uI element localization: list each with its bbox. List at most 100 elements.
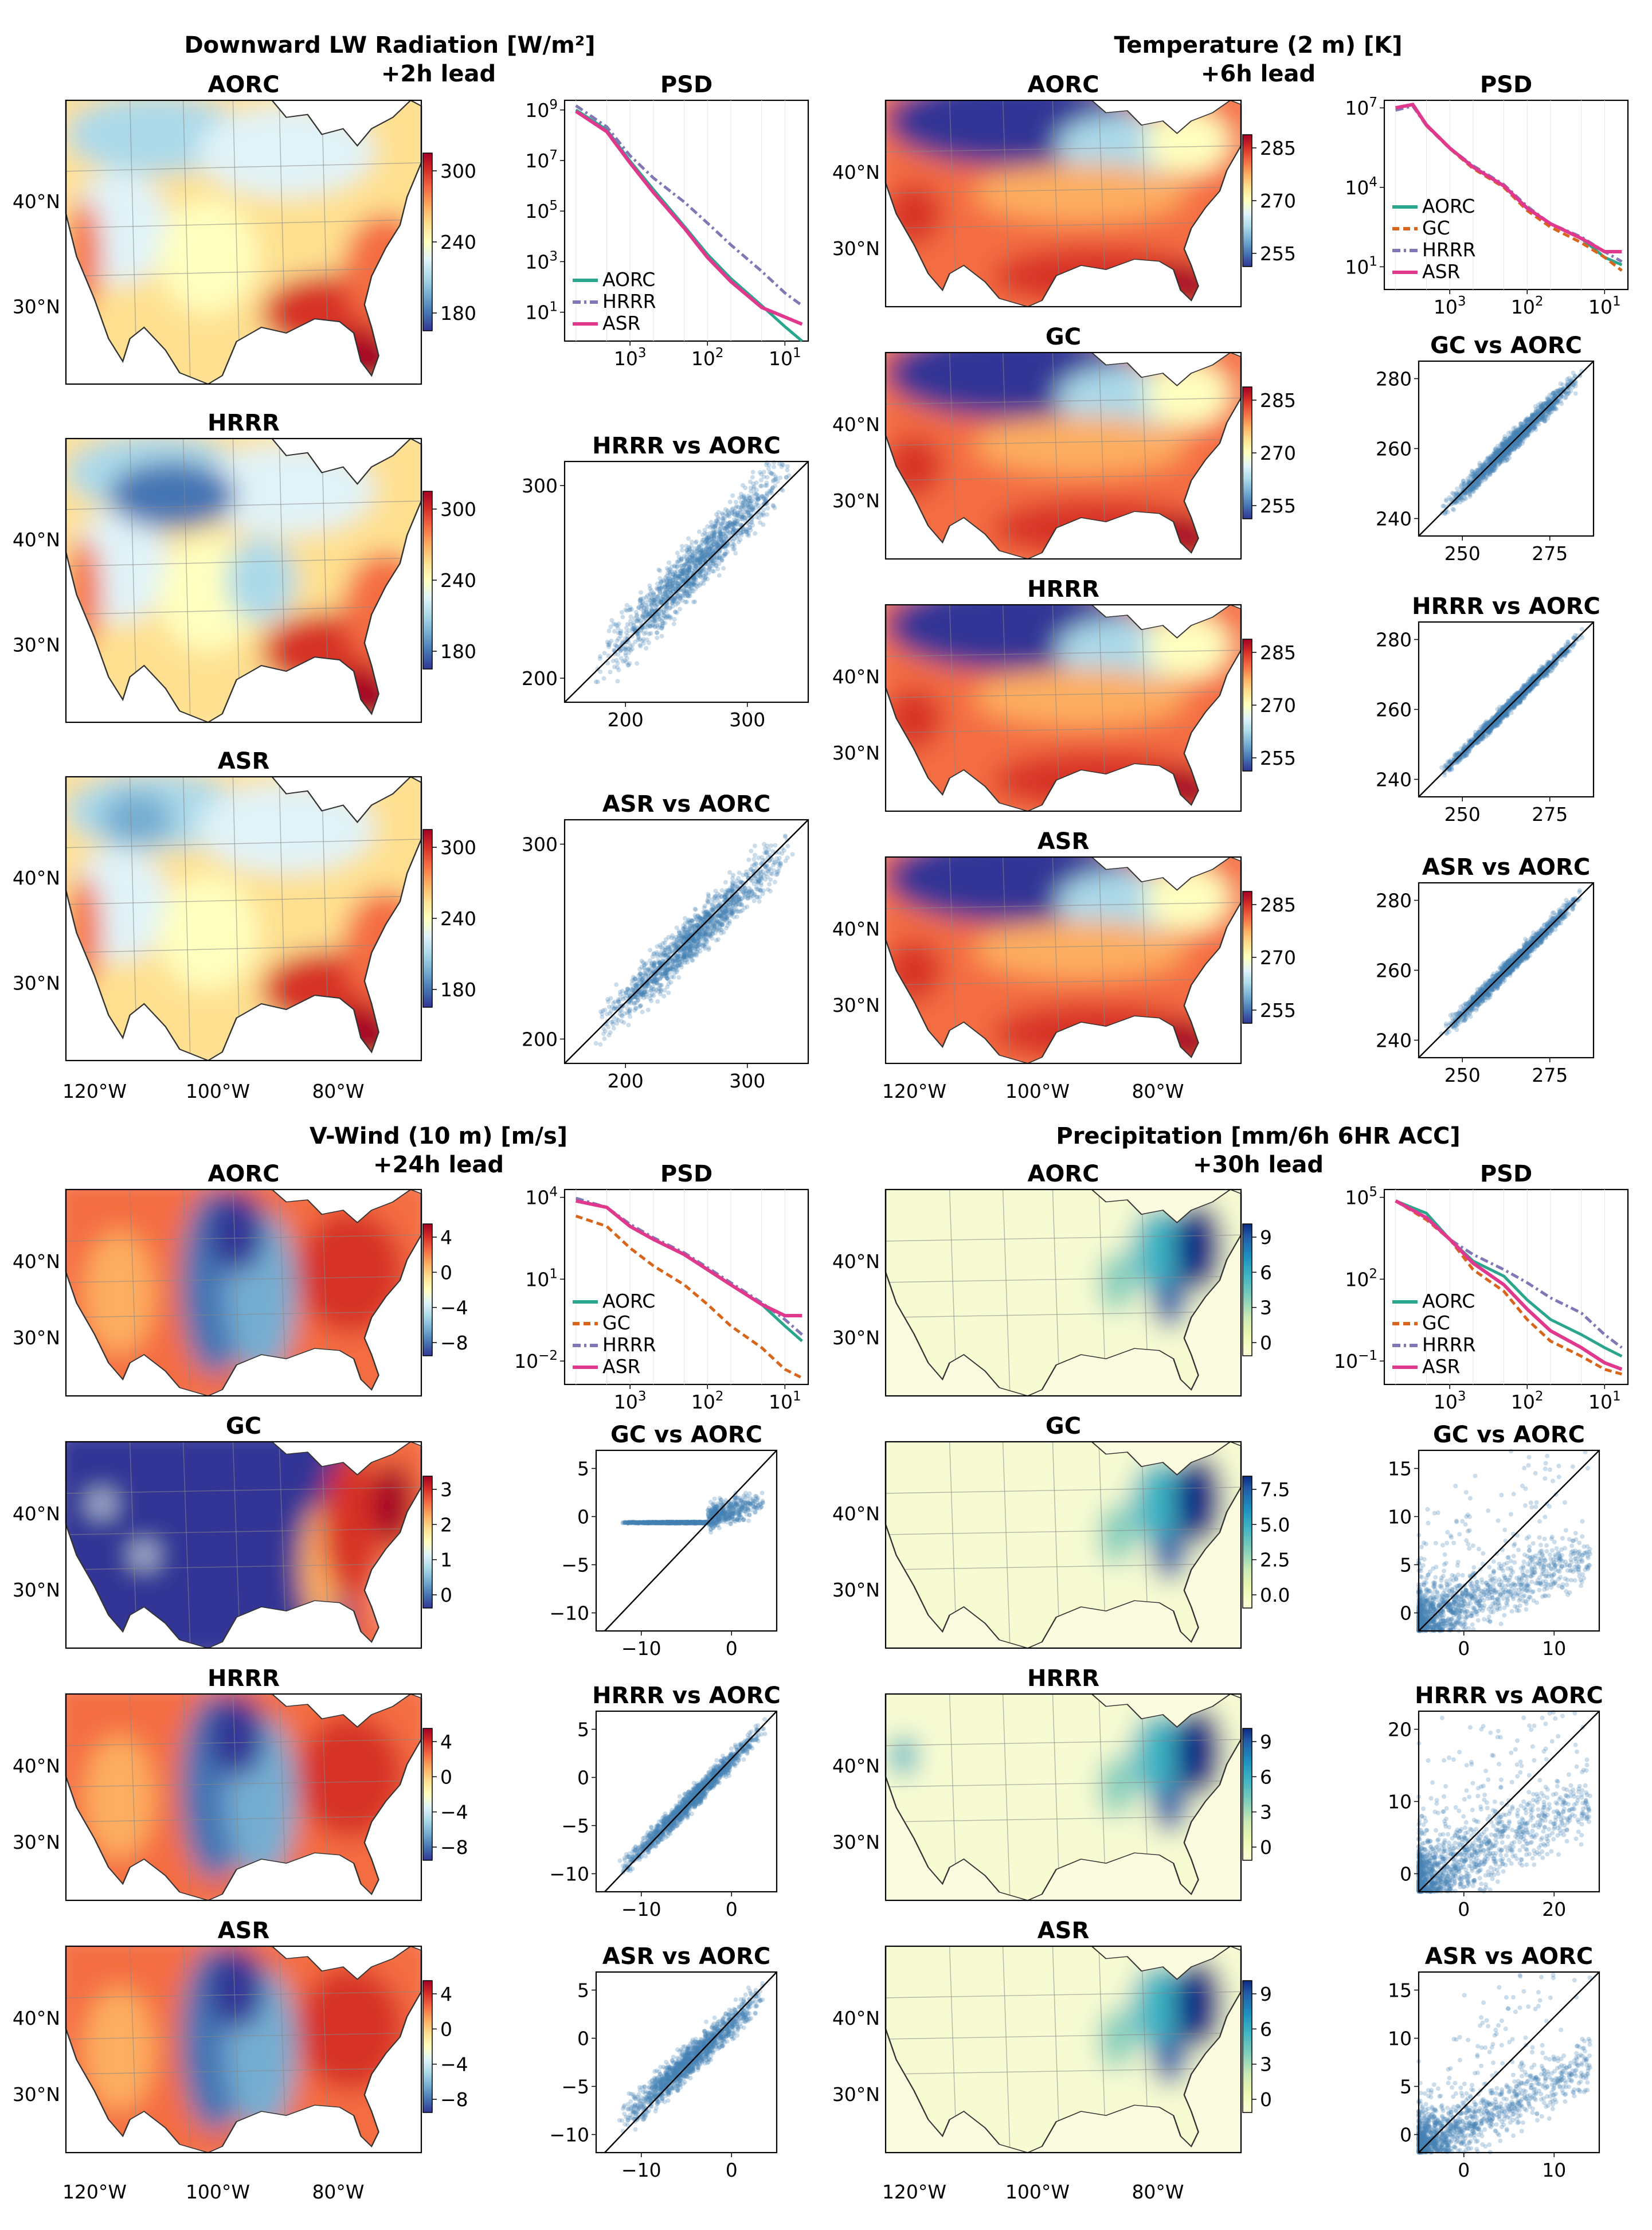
y-tick-label: −5: [561, 1554, 589, 1576]
map-title: HRRR: [208, 1665, 280, 1692]
colorbar-label: 9: [1260, 1983, 1272, 2005]
scatter-points: [617, 1717, 768, 1875]
map-gc: GC 40°N 30°N: [832, 324, 1242, 560]
scatter-title: GC vs AORC: [1430, 332, 1582, 359]
colorbar-label: −8: [440, 1836, 468, 1859]
coastline: [65, 776, 422, 1062]
y-tick-label: 0: [1400, 1602, 1412, 1625]
panel-downward-lw: Downward LW Radiation [W/m²]+2h leadAORC…: [13, 32, 809, 1102]
y-tick-label: 101: [1345, 254, 1377, 278]
y-tick-label: 5: [1400, 1554, 1412, 1576]
legend-label: GC: [602, 1312, 631, 1334]
lon-label: 100°W: [1005, 2181, 1070, 2203]
lat-label: 40°N: [832, 1250, 880, 1273]
map-aorc: AORC 40°N 30°N: [13, 1161, 422, 1397]
lon-label: 100°W: [1005, 1080, 1070, 1102]
y-tick-label: 10−2: [514, 1348, 558, 1372]
map-hrrr: HRRR 40°N 30°N: [13, 410, 422, 723]
colorbar-label: 4: [440, 1226, 452, 1249]
coastline: [884, 1946, 1242, 2153]
x-tick-label: 0: [726, 1637, 738, 1660]
scatter-frame: [595, 1449, 778, 1632]
identity-line: [1418, 1450, 1600, 1632]
x-tick-label: 101: [1588, 1389, 1621, 1413]
coastline: [65, 99, 422, 385]
y-tick-label: 5: [577, 1719, 589, 1741]
colorbar-label: 300: [440, 498, 476, 521]
map-title: AORC: [208, 1161, 279, 1187]
map-hrrr: HRRR 40°N 30°N: [832, 1665, 1242, 1902]
colorbar-label: 3: [1260, 1801, 1272, 1824]
lat-label: 40°N: [13, 1755, 60, 1777]
y-tick-label: 300: [522, 475, 558, 497]
colorbar-ramp: [422, 491, 433, 670]
x-tick-label: 102: [1511, 1389, 1544, 1413]
x-tick-label: 0: [726, 1898, 738, 1920]
coastline: [884, 1693, 1242, 1901]
scatter-title: HRRR vs AORC: [1412, 593, 1600, 620]
legend-label: ASR: [1422, 260, 1460, 283]
coastline: [65, 1693, 422, 1901]
map-field: [66, 1946, 421, 2153]
colorbar-label: 255: [1260, 999, 1296, 1022]
y-tick-label: −5: [561, 2076, 589, 2098]
x-tick-label: −10: [621, 1898, 661, 1920]
y-tick-label: 103: [525, 249, 558, 273]
y-tick-label: 10: [1388, 1506, 1412, 1528]
colorbar-label: 285: [1260, 641, 1296, 664]
x-tick-label: 275: [1532, 803, 1568, 826]
y-tick-label: 5: [1400, 2076, 1412, 2098]
x-tick-label: 0: [726, 2159, 738, 2181]
lon-label: 100°W: [186, 1080, 250, 1102]
lat-label: 30°N: [832, 2083, 880, 2106]
colorbar-ramp: [1242, 1728, 1252, 1861]
colorbar-label: 270: [1260, 694, 1296, 717]
lon-label: 120°W: [882, 1080, 946, 1102]
y-tick-label: 240: [1376, 508, 1412, 530]
lat-label: 40°N: [13, 1250, 60, 1273]
y-tick-label: 107: [1345, 95, 1377, 119]
scatter-title: ASR vs AORC: [1425, 1943, 1593, 1970]
x-tick-label: 0: [1458, 2159, 1470, 2181]
colorbar-label: −4: [440, 2053, 468, 2076]
identity-line: [1418, 361, 1594, 537]
x-tick-label: 102: [691, 1389, 724, 1413]
coastline: [884, 100, 1242, 307]
x-tick-label: 103: [614, 1389, 647, 1413]
colorbar-ramp: [1242, 386, 1252, 519]
y-tick-label: 280: [1376, 368, 1412, 390]
panel-temperature: Temperature (2 m) [K] +6h lead AORC 40°N 30°…: [832, 32, 1629, 1102]
map-title: ASR: [1038, 1918, 1090, 1944]
legend-label: HRRR: [602, 1333, 656, 1356]
map-frame: [884, 99, 1242, 308]
y-tick-label: 260: [1376, 438, 1412, 460]
colorbar-ramp: [422, 152, 433, 331]
colorbar-ramp: [422, 1980, 433, 2113]
identity-line: [1418, 621, 1594, 797]
x-tick-label: 300: [729, 709, 765, 731]
colorbar-label: 0: [1260, 1332, 1272, 1354]
colorbar-label: 3: [1260, 1297, 1272, 1319]
map-aorc: AORC 40°N 30°N: [832, 1161, 1242, 1397]
y-tick-label: 107: [525, 148, 558, 172]
psd-grid: [1395, 100, 1605, 289]
psd-series-asr: [575, 109, 803, 326]
map-frame: [884, 1188, 1242, 1397]
y-tick-label: −10: [549, 1602, 589, 1625]
lon-label: 80°W: [312, 1080, 364, 1102]
y-tick-label: 15: [1388, 1458, 1412, 1480]
colorbar-label: 6: [1260, 1766, 1272, 1788]
lat-label: 40°N: [832, 666, 880, 688]
identity-line: [564, 461, 809, 703]
colorbar-label: 5.0: [1260, 1513, 1290, 1536]
lon-label: 80°W: [1132, 2181, 1184, 2203]
x-tick-label: 102: [691, 346, 724, 370]
lead-label: +24h lead: [373, 1152, 504, 1178]
colorbar-label: 6: [1260, 1261, 1272, 1284]
colorbar-label: 2.5: [1260, 1549, 1290, 1571]
lat-label: 30°N: [13, 2083, 60, 2106]
